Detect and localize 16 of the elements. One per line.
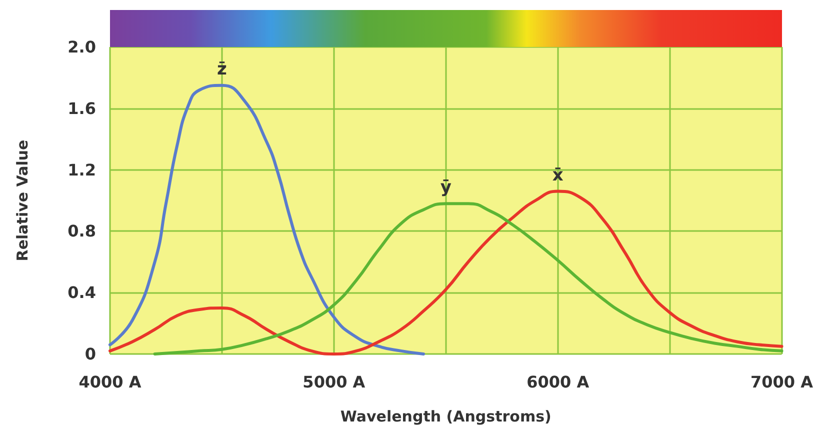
y-tick-label: 0.4 [68, 283, 96, 302]
y-tick-label: 1.2 [68, 160, 96, 180]
x-tick-label: 5000 A [302, 372, 366, 392]
y-tick-label: 1.6 [68, 98, 96, 118]
x-tick-label: 7000 A [750, 372, 814, 392]
y-axis-title: Relative Value [14, 140, 32, 262]
series-label: x̄ [552, 165, 564, 186]
x-axis-title: Wavelength (Angstroms) [340, 408, 552, 426]
series-label: ȳ [440, 178, 452, 198]
y-tick-label: 2.0 [68, 38, 96, 56]
series-label: z̄ [217, 59, 228, 80]
y-tick-label: 0.8 [68, 222, 96, 241]
x-tick-label: 4000 A [78, 372, 142, 392]
y-tick-label: 0 [84, 344, 96, 364]
x-tick-label: 6000 A [526, 372, 590, 392]
line-series [108, 84, 425, 356]
